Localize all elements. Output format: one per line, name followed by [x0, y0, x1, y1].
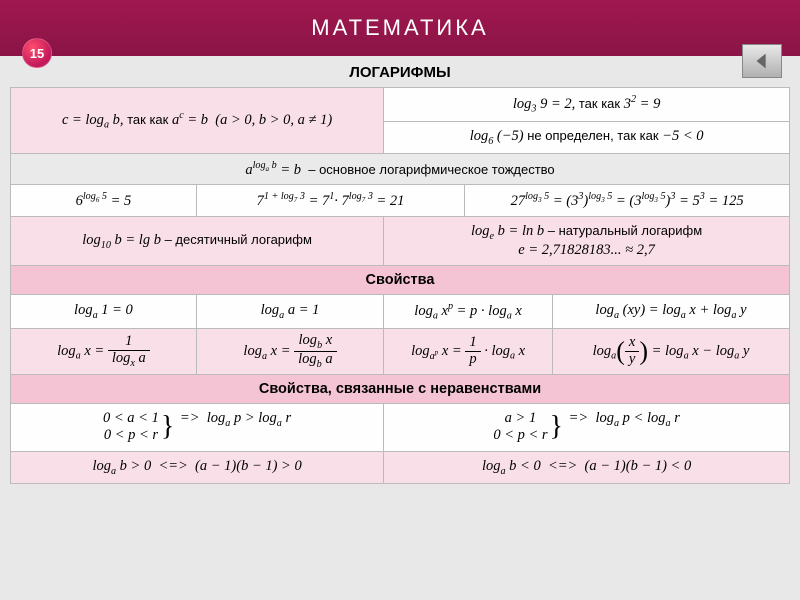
- prop-2: loga a = 1: [196, 295, 383, 329]
- page-number-badge: 15: [22, 38, 52, 68]
- prop-1: loga 1 = 0: [11, 295, 197, 329]
- ineq-2: a > 10 < p < r} => loga p < loga r: [384, 404, 790, 452]
- properties-header: Свойства: [11, 266, 790, 295]
- section-title: ЛОГАРИФМЫ: [0, 56, 800, 87]
- ineq-3: loga b > 0 <=> (a − 1)(b − 1) > 0: [11, 451, 384, 483]
- prop-3: loga xp = p · loga x: [384, 295, 553, 329]
- natural-log: loge b = ln b – натуральный логарифмe = …: [384, 217, 790, 266]
- main-identity: aloga b = b – основное логарифмическое т…: [11, 153, 790, 185]
- page: МАТЕМАТИКА 15 ЛОГАРИФМЫ c = loga b, так …: [0, 0, 800, 600]
- formula-table: c = loga b, так как ac = b (a > 0, b > 0…: [10, 87, 790, 484]
- definition-cell: c = loga b, так как ac = b (a > 0, b > 0…: [11, 88, 384, 154]
- example-1: 6log6 5 = 5: [11, 185, 197, 217]
- back-arrow-icon: [751, 50, 773, 72]
- example-log6-neg: log6 (−5) не определен, так как −5 < 0: [384, 121, 790, 153]
- prop-5: loga x = 1logx a: [11, 328, 197, 374]
- main-header: МАТЕМАТИКА: [0, 0, 800, 56]
- prop-6: loga x = logb xlogb a: [196, 328, 383, 374]
- back-button[interactable]: [742, 44, 782, 78]
- example-3: 27log3 5 = (33)log3 5 = (3log3 5)3 = 53 …: [465, 185, 790, 217]
- example-log3-9: log3 9 = 2, так как 32 = 9: [384, 88, 790, 122]
- ineq-4: loga b < 0 <=> (a − 1)(b − 1) < 0: [384, 451, 790, 483]
- inequalities-header: Свойства, связанные с неравенствами: [11, 375, 790, 404]
- prop-4: loga (xy) = loga x + loga y: [552, 295, 789, 329]
- prop-7: logap x = 1p · loga x: [384, 328, 553, 374]
- decimal-log: log10 b = lg b – десятичный логарифм: [11, 217, 384, 266]
- header-title: МАТЕМАТИКА: [311, 15, 488, 41]
- ineq-1: 0 < a < 10 < p < r} => loga p > loga r: [11, 404, 384, 452]
- prop-8: loga(xy) = loga x − loga y: [552, 328, 789, 374]
- example-2: 71 + log7 3 = 71· 7log7 3 = 21: [196, 185, 464, 217]
